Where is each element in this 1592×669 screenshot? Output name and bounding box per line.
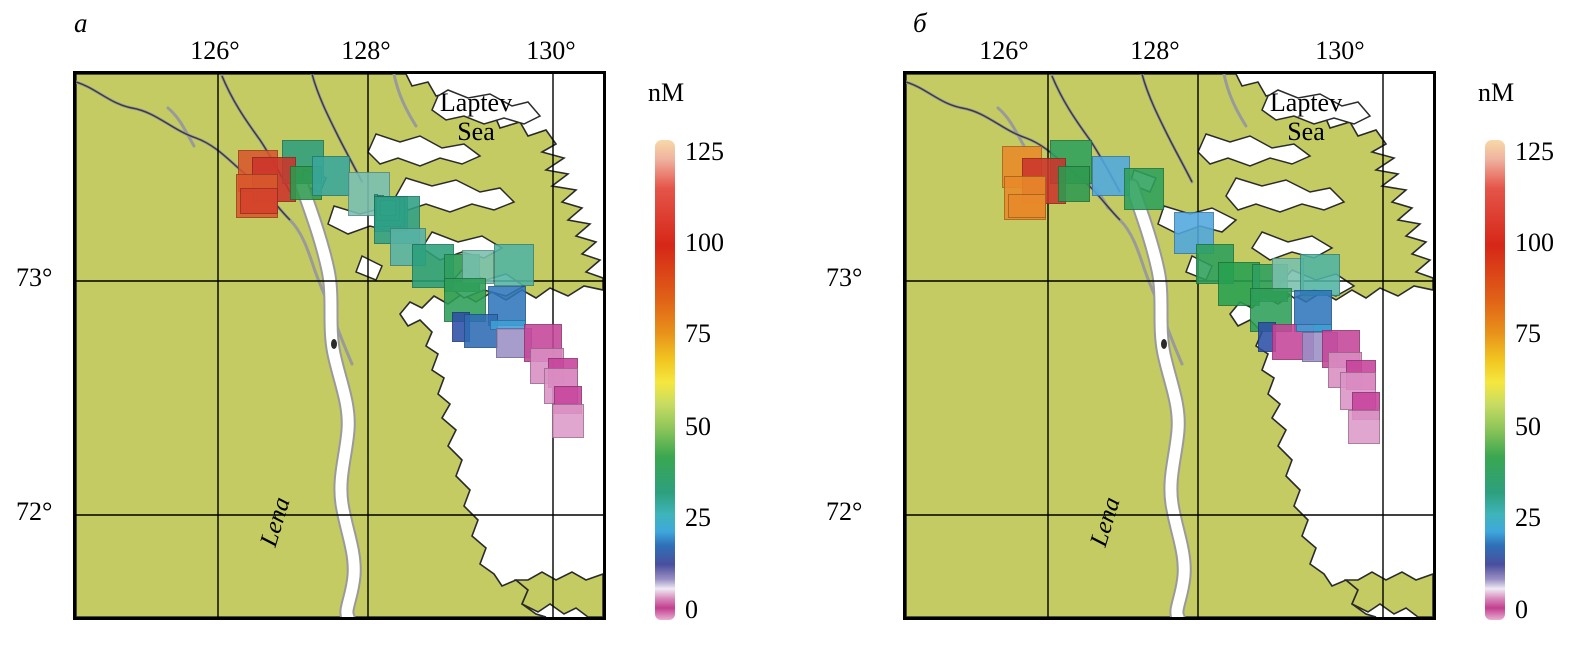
- colorbar-tick-0-a: 0: [685, 595, 698, 624]
- sea-label-line1: Laptev: [439, 88, 513, 117]
- station-square: [1058, 166, 1090, 202]
- colorbar-b: nM 125 100 75 50 25 0: [1476, 78, 1592, 638]
- station-square: [240, 188, 278, 214]
- panel-label-a: а: [74, 8, 88, 38]
- colorbar-tick-125-a: 125: [685, 137, 724, 166]
- lat-tick-73: 73°: [16, 263, 53, 292]
- station-squares-a: [76, 74, 603, 617]
- sea-label-b: Laptev Sea: [1236, 88, 1376, 146]
- station-square: [464, 314, 498, 348]
- colorbar-a: nM 125 100 75 50 25 0: [646, 78, 766, 638]
- station-square: [494, 244, 534, 286]
- colorbar-gradient-b: [1485, 140, 1505, 620]
- station-square: [1348, 410, 1380, 444]
- colorbar-title-a: nM: [648, 78, 685, 107]
- lon-tick-130-b: 130°: [1315, 36, 1365, 65]
- panel-label-b: б: [913, 8, 927, 38]
- panel-a: а 126° 128° 130° 73° 72°: [16, 8, 766, 638]
- panel-b: б 126° 128° 130° 73° 72°: [826, 0, 1592, 669]
- station-square: [488, 286, 526, 326]
- colorbar-title-b: nM: [1478, 78, 1515, 107]
- station-square: [1296, 324, 1332, 332]
- map-canvas-a: Laptev Sea Lena: [73, 71, 606, 620]
- sea-label-line2: Sea: [457, 117, 495, 147]
- station-square: [1300, 254, 1340, 296]
- lon-tick-128: 128°: [341, 36, 391, 65]
- colorbar-tick-25-b: 25: [1515, 503, 1541, 532]
- station-square: [312, 156, 350, 196]
- colorbar-tick-125-b: 125: [1515, 137, 1554, 166]
- colorbar-tick-50-a: 50: [685, 412, 711, 441]
- lon-tick-126-b: 126°: [979, 36, 1029, 65]
- colorbar-tick-25-a: 25: [685, 503, 711, 532]
- lon-tick-126: 126°: [190, 36, 240, 65]
- lon-tick-130: 130°: [526, 36, 576, 65]
- station-square: [552, 404, 584, 438]
- colorbar-tick-100-a: 100: [685, 228, 724, 257]
- station-square: [1092, 156, 1130, 196]
- lat-tick-73-b: 73°: [826, 263, 863, 292]
- colorbar-tick-0-b: 0: [1515, 595, 1528, 624]
- lon-tick-128-b: 128°: [1130, 36, 1180, 65]
- station-square: [1124, 168, 1164, 210]
- colorbar-tick-50-b: 50: [1515, 412, 1541, 441]
- sea-label-line1-b: Laptev: [1269, 88, 1343, 117]
- sea-label-line2-b: Sea: [1287, 117, 1325, 147]
- colorbar-tick-75-b: 75: [1515, 319, 1541, 348]
- station-squares-b: [906, 74, 1433, 617]
- map-canvas-b: Laptev Sea Lena: [903, 71, 1436, 620]
- colorbar-tick-100-b: 100: [1515, 228, 1554, 257]
- station-square: [1008, 194, 1046, 218]
- lat-tick-72: 72°: [16, 497, 53, 526]
- colorbar-gradient-a: [655, 140, 675, 620]
- sea-label-a: Laptev Sea: [406, 88, 546, 146]
- lat-tick-72-b: 72°: [826, 497, 863, 526]
- colorbar-tick-75-a: 75: [685, 319, 711, 348]
